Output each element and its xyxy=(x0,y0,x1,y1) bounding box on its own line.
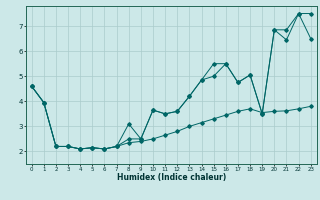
X-axis label: Humidex (Indice chaleur): Humidex (Indice chaleur) xyxy=(116,173,226,182)
